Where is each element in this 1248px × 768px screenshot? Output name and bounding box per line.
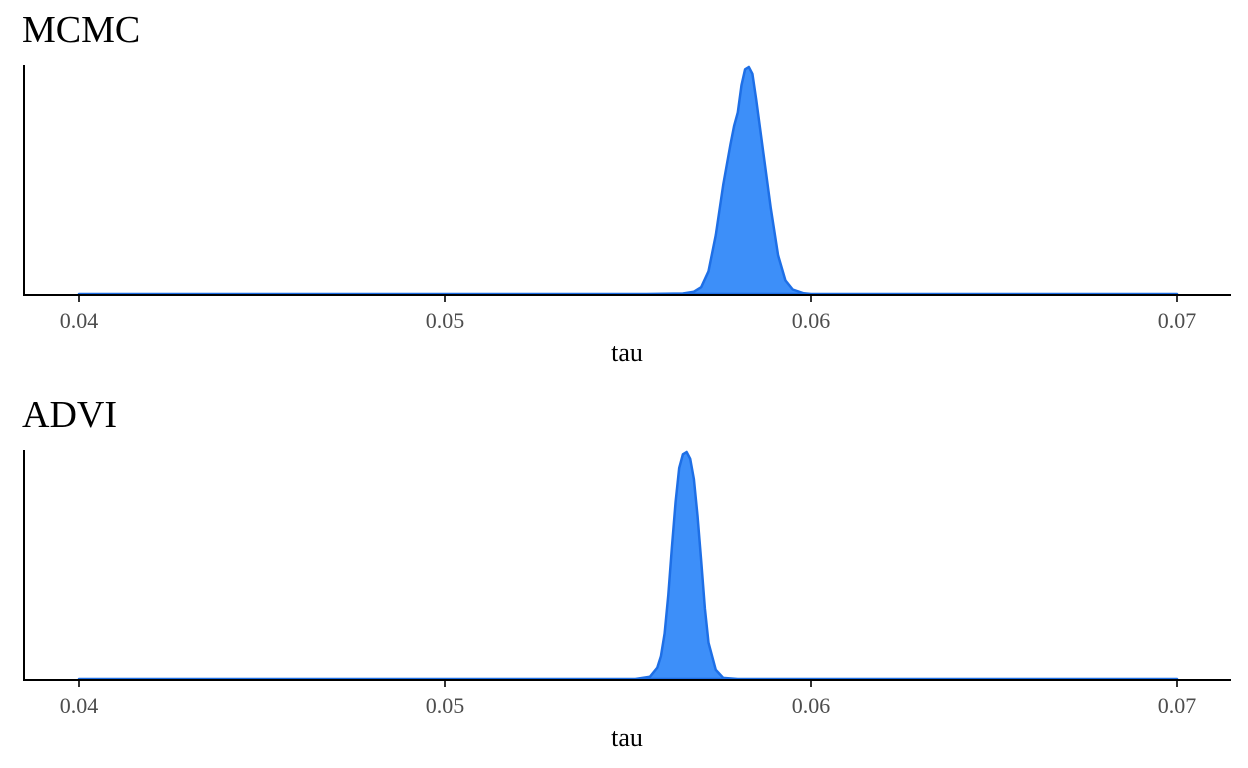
panel-title: MCMC <box>22 9 140 51</box>
x-axis-title: tau <box>611 338 643 367</box>
x-tick-label: 0.06 <box>792 308 831 333</box>
mcmc-density-panel: MCMC 0.04 0.05 0.06 0.07 tau <box>22 9 1231 367</box>
x-tick-label: 0.07 <box>1158 308 1197 333</box>
density-area <box>77 450 1179 681</box>
x-tick-label: 0.06 <box>792 693 831 718</box>
panel-title: ADVI <box>22 394 117 436</box>
x-tick-label: 0.05 <box>426 693 465 718</box>
x-axis-title: tau <box>611 723 643 752</box>
x-tick-label: 0.04 <box>60 693 99 718</box>
x-tick-label: 0.05 <box>426 308 465 333</box>
x-axis-ticks: 0.04 0.05 0.06 0.07 <box>60 296 1197 333</box>
density-area <box>77 65 1179 296</box>
x-tick-label: 0.04 <box>60 308 99 333</box>
advi-density-panel: ADVI 0.04 0.05 0.06 0.07 tau <box>22 394 1231 752</box>
x-axis-ticks: 0.04 0.05 0.06 0.07 <box>60 681 1197 718</box>
x-tick-label: 0.07 <box>1158 693 1197 718</box>
